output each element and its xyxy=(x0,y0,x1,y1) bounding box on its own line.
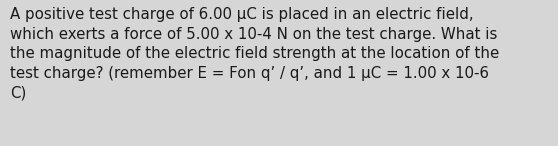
Text: A positive test charge of 6.00 μC is placed in an electric field,
which exerts a: A positive test charge of 6.00 μC is pla… xyxy=(10,7,499,101)
